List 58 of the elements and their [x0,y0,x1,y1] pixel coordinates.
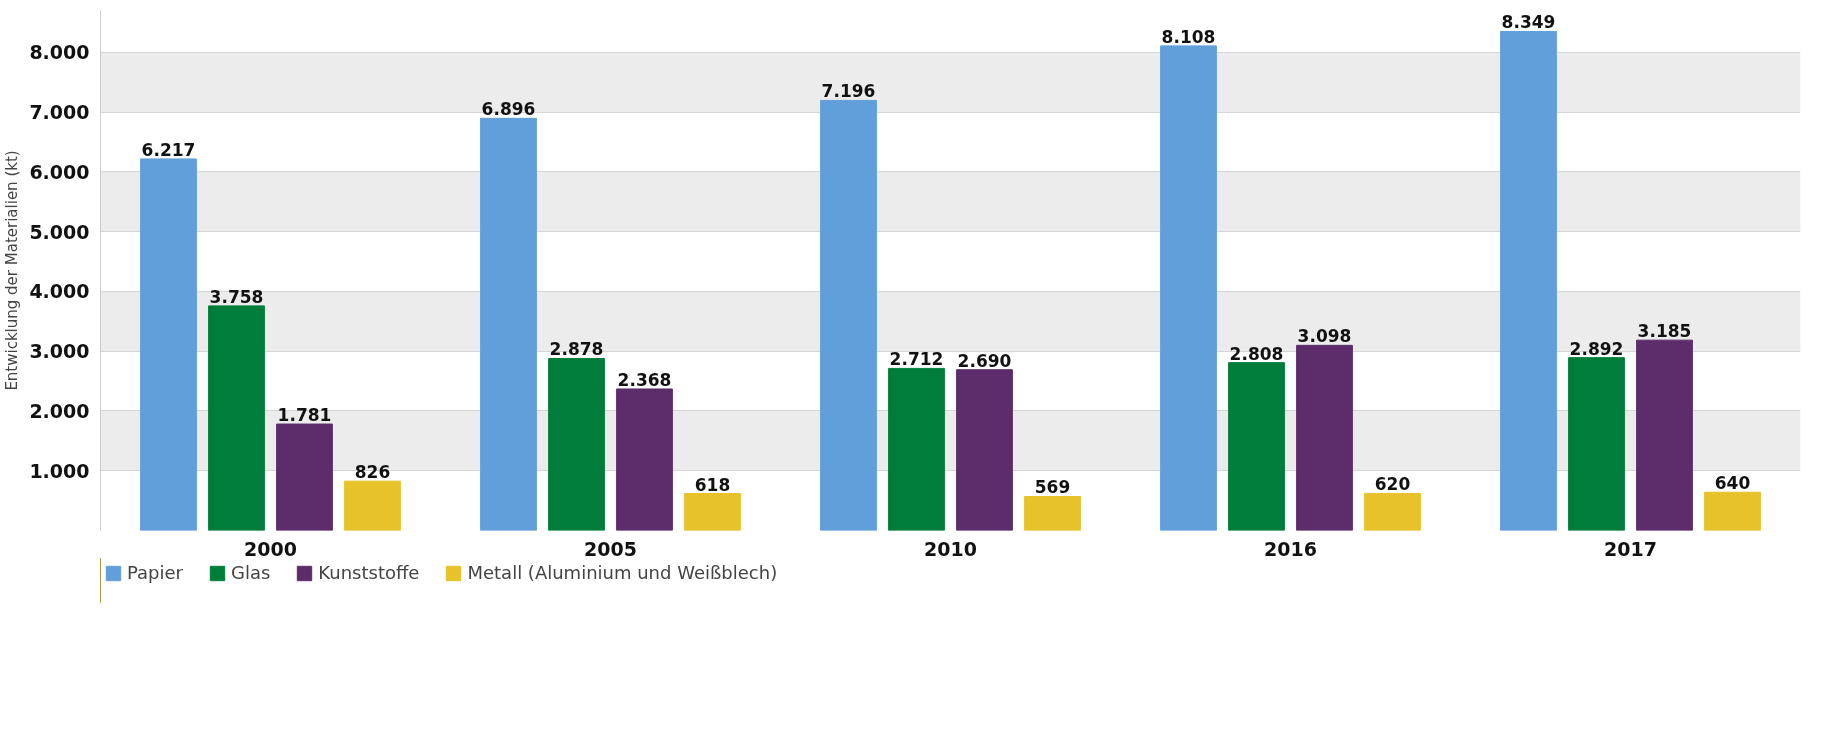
y-tick-label: 5.000 [29,220,90,243]
bar [1500,30,1557,531]
y-tick-label: 6.000 [29,160,90,183]
bar [684,493,741,531]
bar [820,99,877,531]
bar [480,117,537,531]
y-tick-label: 1.000 [29,459,90,482]
data-label: 2.712 [889,349,944,370]
data-label: 3.098 [1297,326,1352,347]
legend-label: Kunststoffe [318,562,420,583]
bar [548,357,605,531]
y-tick-label: 3.000 [29,340,90,363]
data-label: 8.349 [1501,12,1556,33]
bar [1364,492,1421,531]
data-label: 620 [1374,474,1411,495]
data-label: 569 [1034,477,1071,498]
data-label: 640 [1714,473,1751,494]
bar [276,423,333,531]
data-label: 2.892 [1569,338,1624,359]
data-label: 2.690 [957,350,1012,371]
data-label: 2.878 [549,339,604,360]
bar [1160,45,1217,531]
bar [1024,495,1081,531]
x-tick-label: 2010 [924,537,977,560]
x-tick-label: 2016 [1264,537,1317,560]
data-label: 3.185 [1637,321,1692,342]
bar [616,388,673,531]
x-tick-label: 2005 [584,537,637,560]
data-label: 2.368 [617,369,672,390]
data-label: 2.808 [1229,343,1284,364]
bar [140,158,197,531]
y-axis-title: Entwicklung der Materialien (kt) [3,150,22,391]
bar [1228,362,1285,531]
bar [1568,357,1625,531]
bar [1704,491,1761,531]
legend-label: Papier [127,562,183,583]
y-tick-label: 7.000 [29,101,90,124]
legend-label: Glas [230,562,271,583]
y-tick-label: 4.000 [29,280,90,303]
bar [1296,344,1353,531]
bar [344,480,401,531]
data-label: 6.217 [141,139,196,160]
x-tick-label: 2017 [1604,537,1657,560]
bar [208,305,265,531]
y-tick-label: 2.000 [29,399,90,422]
data-label: 7.196 [821,81,876,102]
data-label: 618 [694,474,731,495]
data-label: 3.758 [209,286,264,307]
x-tick-label: 2000 [244,537,297,560]
y-tick-label: 8.000 [29,41,90,64]
data-label: 6.896 [481,99,536,120]
legend-label: Metall (Aluminium und Weißblech) [467,562,778,583]
bar [888,367,945,531]
bar [1636,339,1693,531]
bar [956,369,1013,531]
data-label: 1.781 [277,405,332,426]
data-label: 826 [354,462,391,483]
data-label: 8.108 [1161,26,1216,47]
